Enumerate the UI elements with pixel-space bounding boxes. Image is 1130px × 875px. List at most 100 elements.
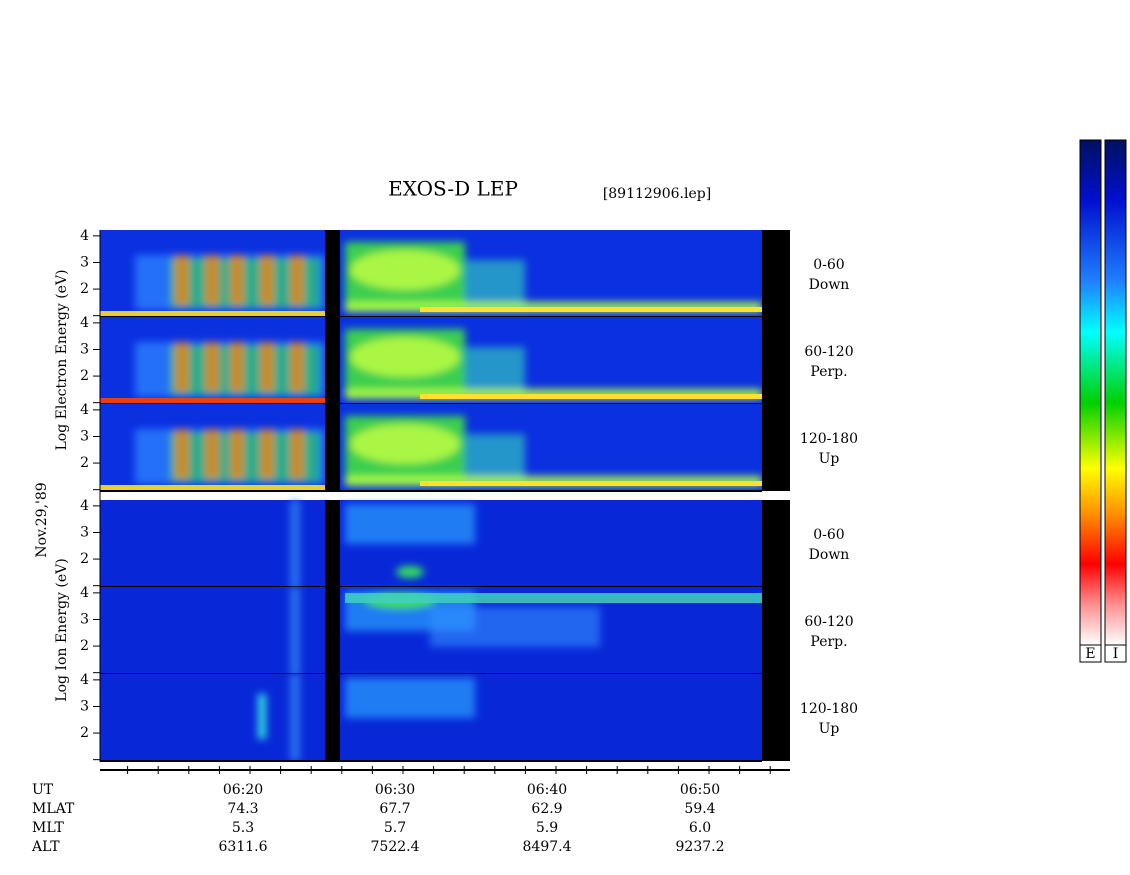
blob <box>175 342 189 392</box>
table-cell: 5.3 <box>232 820 254 836</box>
blob <box>205 429 219 479</box>
file-name: [89112906.lep] <box>603 186 711 202</box>
gap-end <box>762 404 790 491</box>
gap-end <box>762 500 790 587</box>
band <box>345 593 762 603</box>
energy-tick-label: 3 <box>80 341 89 357</box>
pitch-angle-direction: Up <box>819 451 840 467</box>
colorbar-label: E <box>1085 646 1095 662</box>
blob <box>345 504 475 544</box>
gap-end <box>762 230 790 317</box>
band <box>420 394 762 399</box>
pitch-angle-direction: Perp. <box>810 364 847 380</box>
data-gap <box>325 587 340 674</box>
blob <box>260 429 274 479</box>
blob <box>230 255 244 305</box>
gap-end <box>762 317 790 404</box>
pitch-angle-range: 60-120 <box>804 344 853 360</box>
colorbar-label-box <box>1079 644 1102 663</box>
pitch-angle-range: 60-120 <box>804 614 853 630</box>
blob <box>290 587 300 674</box>
energy-tick-label: 2 <box>80 551 89 567</box>
intensity <box>290 500 475 587</box>
blob <box>350 250 460 290</box>
gap-end <box>762 587 790 674</box>
table-cell: 5.9 <box>536 820 558 836</box>
energy-tick-label: 4 <box>80 672 89 688</box>
blob <box>290 255 304 305</box>
energy-tick-label: 2 <box>80 281 89 297</box>
energy-tick-label: 4 <box>80 228 89 244</box>
energy-tick-label: 4 <box>80 585 89 601</box>
blob <box>205 255 219 305</box>
row-header: UT <box>32 782 54 798</box>
title: EXOS-D LEP <box>388 177 518 201</box>
table-cell: 6311.6 <box>219 839 268 855</box>
intensity <box>135 242 762 312</box>
spectrogram-panel <box>100 500 762 587</box>
blob <box>290 500 300 587</box>
date: Nov.29,'89 <box>34 482 50 557</box>
pitch-angle-range: 0-60 <box>813 527 844 543</box>
pitch-angle-direction: Up <box>819 721 840 737</box>
band <box>420 307 762 312</box>
row-header: ALT <box>31 839 60 855</box>
spectrogram-panel <box>100 674 762 761</box>
blob <box>350 424 460 464</box>
blob <box>345 678 475 718</box>
energy-tick-label: 4 <box>80 402 89 418</box>
blob <box>230 342 244 392</box>
blob <box>430 607 600 647</box>
table-cell: 06:20 <box>223 782 263 798</box>
energy-tick-label: 3 <box>80 428 89 444</box>
colorbar <box>1079 139 1102 646</box>
table-cell: 59.4 <box>684 801 715 817</box>
table-cell: 9237.2 <box>676 839 725 855</box>
blob <box>260 342 274 392</box>
colorbar-label-box <box>1104 644 1127 663</box>
blob <box>290 429 304 479</box>
band <box>100 485 325 490</box>
pitch-angle-range: 120-180 <box>800 701 858 717</box>
row-header: MLT <box>32 820 64 836</box>
energy-tick-label: 2 <box>80 368 89 384</box>
table-cell: 5.7 <box>384 820 406 836</box>
intensity <box>258 674 475 761</box>
blob <box>175 255 189 305</box>
pitch-angle-range: 0-60 <box>813 257 844 273</box>
energy-tick-label: 4 <box>80 498 89 514</box>
pitch-angle-range: 120-180 <box>800 431 858 447</box>
spectrogram-panel <box>100 317 762 404</box>
pitch-angle-direction: Perp. <box>810 634 847 650</box>
blob <box>350 337 460 377</box>
colorbar-label: I <box>1113 646 1119 662</box>
blob <box>465 260 525 310</box>
energy-tick-label: 2 <box>80 725 89 741</box>
blob <box>260 255 274 305</box>
colorbar <box>1104 139 1127 646</box>
data-gap <box>325 500 340 587</box>
blob <box>290 342 304 392</box>
table-cell: 67.7 <box>379 801 410 817</box>
spectrogram-panel <box>100 404 762 491</box>
pitch-angle-direction: Down <box>809 277 850 293</box>
table-cell: 8497.4 <box>523 839 572 855</box>
table-cell: 06:50 <box>680 782 720 798</box>
blob <box>205 342 219 392</box>
energy-tick-label: 4 <box>80 315 89 331</box>
pitch-angle-direction: Down <box>809 547 850 563</box>
table-cell: 6.0 <box>689 820 711 836</box>
data-gap <box>325 404 340 491</box>
energy-tick-label: 2 <box>80 455 89 471</box>
band <box>420 481 762 486</box>
blob <box>175 429 189 479</box>
energy-tick-label: 3 <box>80 524 89 540</box>
energy-tick-label: 3 <box>80 254 89 270</box>
spectrogram-panel <box>100 587 762 674</box>
table-cell: 7522.4 <box>371 839 420 855</box>
electron-axis-label: Log Electron Energy (eV) <box>54 269 70 450</box>
spectrogram-panel <box>100 230 762 317</box>
ion-axis-label: Log Ion Energy (eV) <box>54 558 70 701</box>
band <box>100 311 325 316</box>
table-cell: 06:30 <box>375 782 415 798</box>
